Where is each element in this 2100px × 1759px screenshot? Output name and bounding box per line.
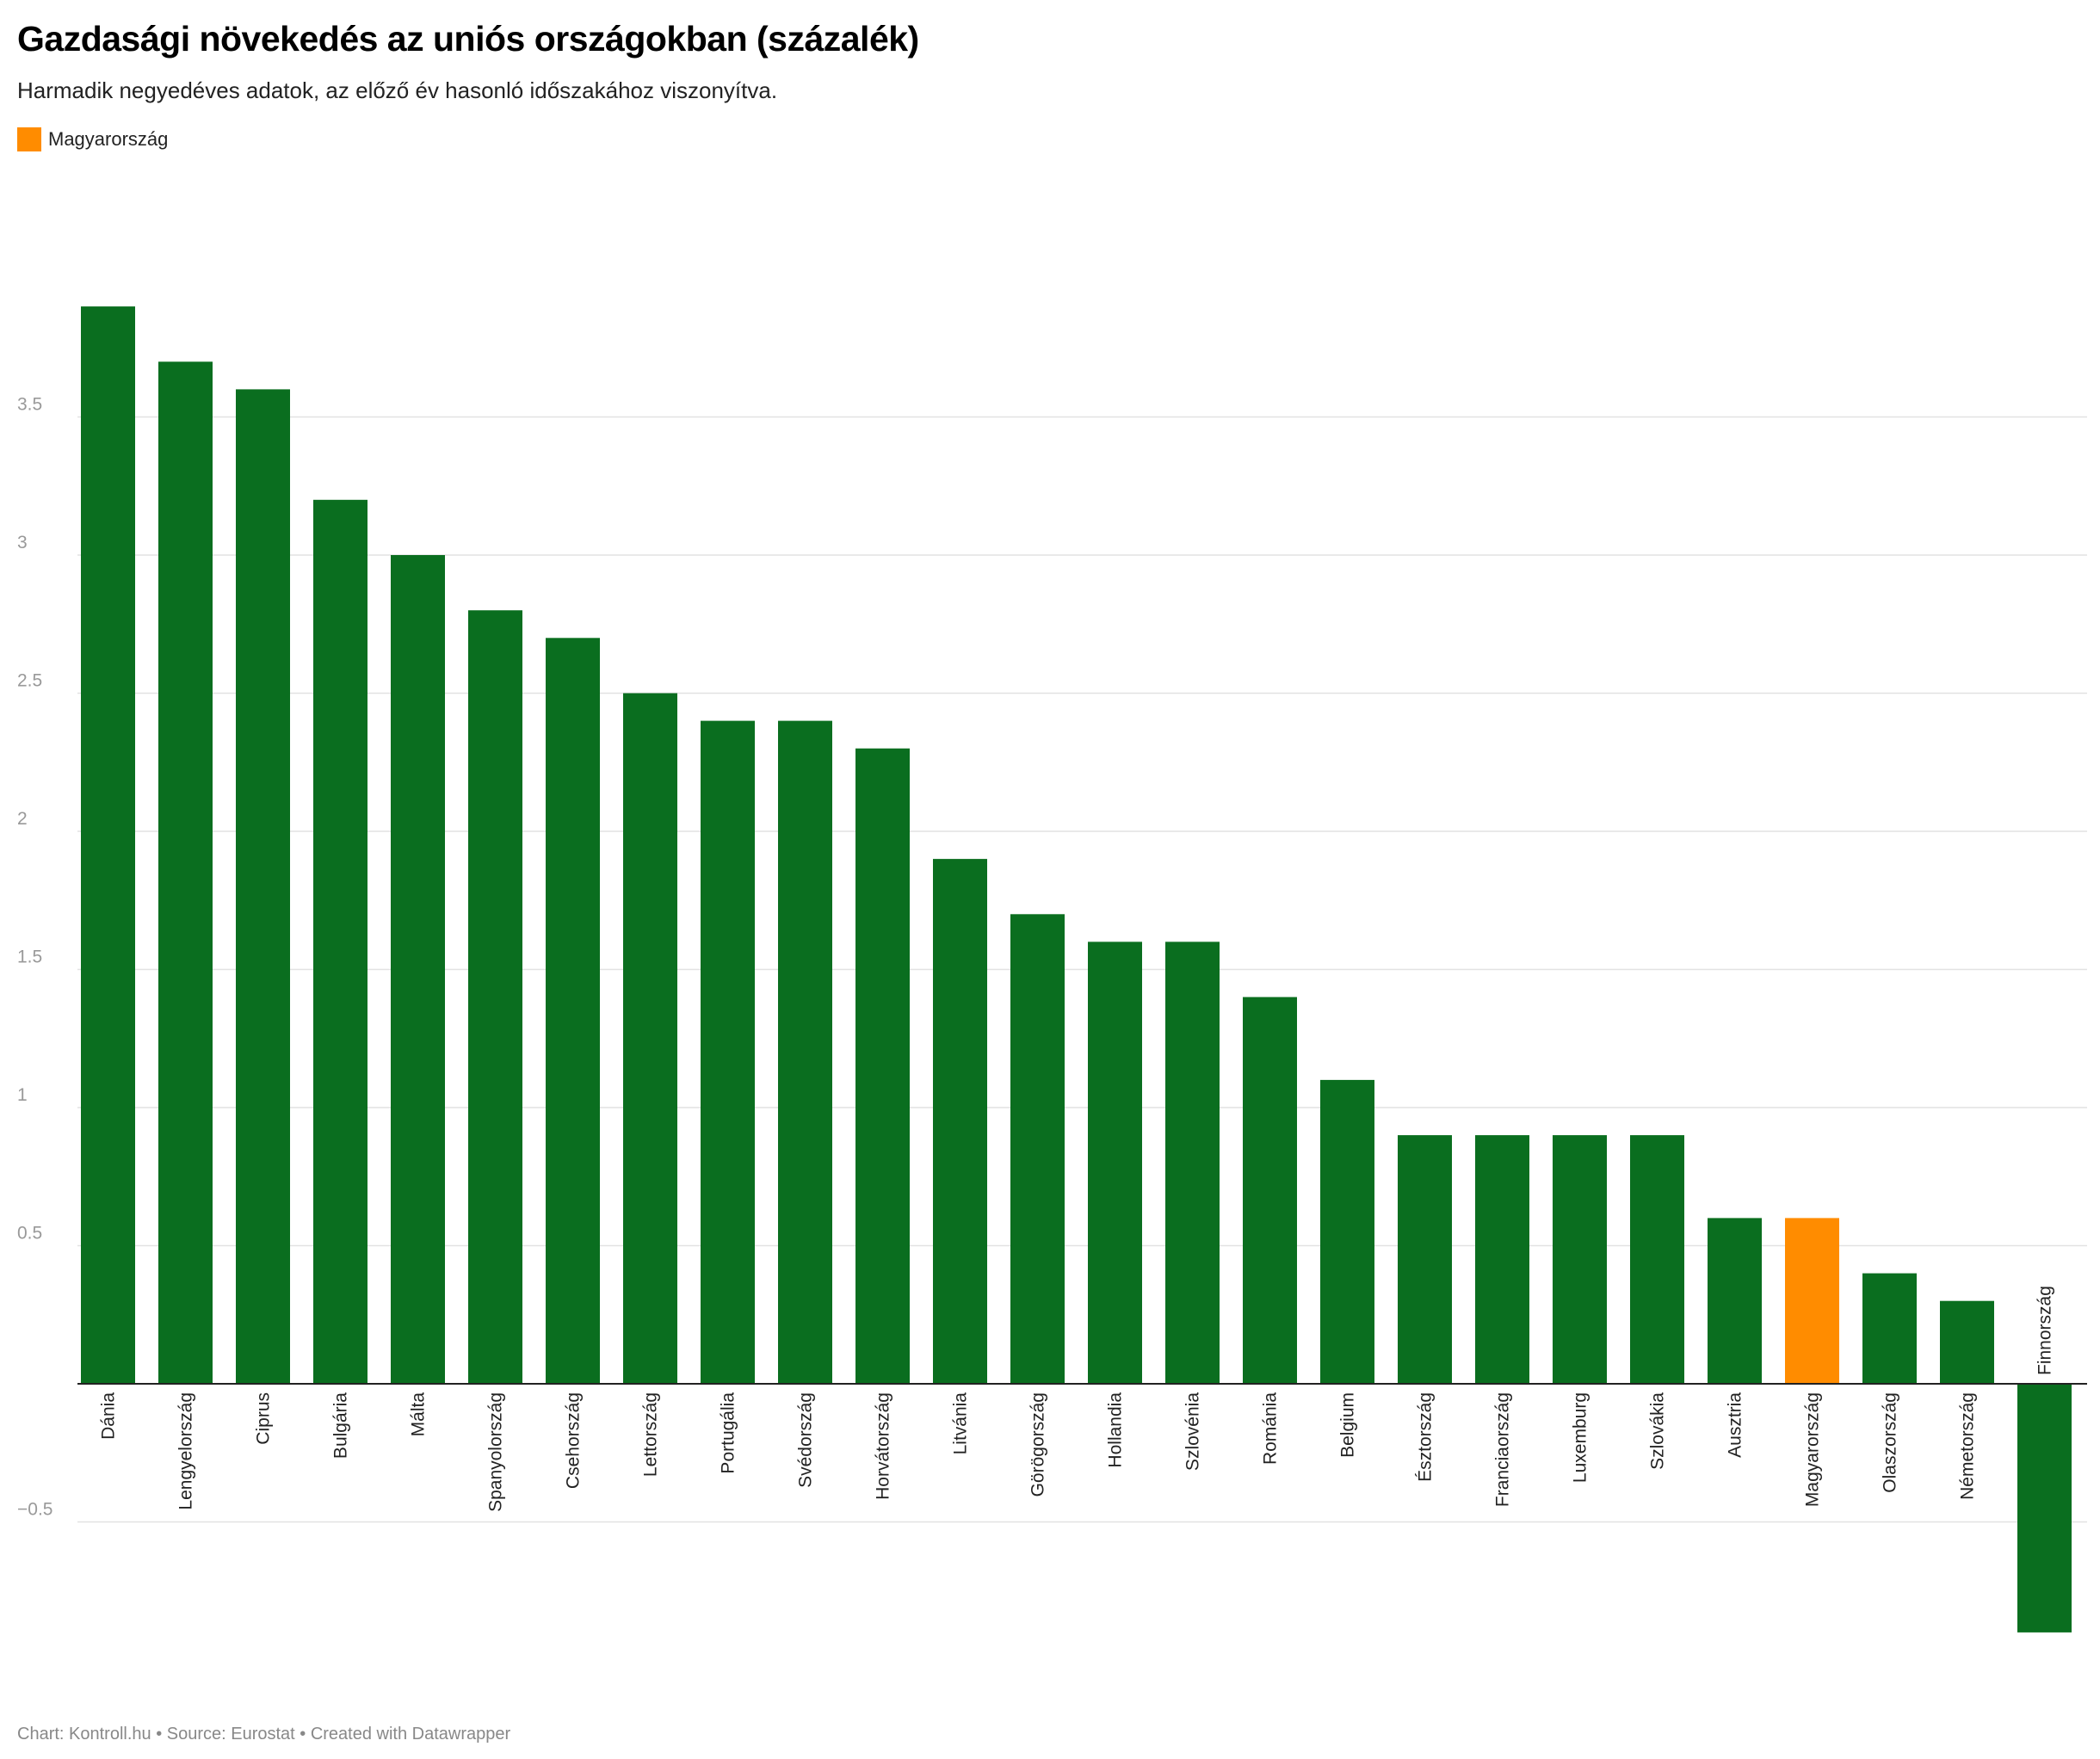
bar <box>158 361 213 1384</box>
bar <box>81 306 135 1385</box>
bar <box>933 859 987 1384</box>
x-tick-label: Észtország <box>1416 1392 1436 1482</box>
y-tick-label: −0.5 <box>17 1500 52 1520</box>
x-tick-label: Németország <box>1958 1392 1978 1500</box>
x-tick-label: Horvátország <box>874 1392 893 1500</box>
bar <box>2017 1384 2072 1632</box>
bar <box>546 638 600 1384</box>
x-tick-label: Ciprus <box>254 1392 274 1445</box>
x-tick-label: Szlovákia <box>1648 1392 1668 1470</box>
x-tick-label: Finnország <box>2035 1286 2055 1375</box>
x-tick-label: Svédország <box>796 1392 816 1488</box>
bar <box>1630 1135 1684 1384</box>
bar <box>1243 997 1297 1384</box>
y-tick-label: 3 <box>17 533 28 552</box>
x-tick-label: Bulgária <box>331 1392 351 1459</box>
legend-swatch <box>17 127 41 151</box>
y-tick-label: 3.5 <box>17 395 42 415</box>
x-tick-label: Málta <box>409 1392 429 1437</box>
bar <box>1708 1218 1762 1384</box>
bar <box>701 720 755 1384</box>
x-tick-label: Görögország <box>1028 1392 1048 1497</box>
y-tick-label: 1.5 <box>17 947 42 967</box>
bar <box>1398 1135 1452 1384</box>
bar <box>855 748 910 1384</box>
x-tick-label: Portugália <box>719 1392 738 1474</box>
x-tick-label: Magyarország <box>1803 1392 1823 1507</box>
x-tick-label: Franciaország <box>1493 1392 1513 1507</box>
x-tick-label: Dánia <box>99 1392 119 1440</box>
bar <box>1165 941 1220 1384</box>
x-tick-label: Belgium <box>1338 1392 1358 1458</box>
bar <box>1475 1135 1529 1384</box>
bar <box>1010 914 1065 1384</box>
y-tick-label: 2 <box>17 809 28 829</box>
chart-subtitle: Harmadik negyedéves adatok, az előző év … <box>17 77 778 103</box>
x-tick-label: Románia <box>1261 1392 1281 1465</box>
x-tick-label: Ausztria <box>1726 1392 1745 1458</box>
x-tick-label: Szlovénia <box>1183 1392 1203 1471</box>
legend-label: Magyarország <box>48 128 169 150</box>
bar <box>1862 1273 1917 1384</box>
x-tick-label: Spanyolország <box>486 1392 506 1512</box>
x-tick-label: Olaszország <box>1881 1392 1900 1493</box>
bar <box>778 720 832 1384</box>
bar <box>1940 1300 1994 1384</box>
bar <box>1785 1218 1839 1384</box>
x-tick-label: Hollandia <box>1106 1392 1126 1468</box>
chart-footer: Chart: Kontroll.hu • Source: Eurostat • … <box>17 1725 511 1744</box>
y-tick-label: 1 <box>17 1085 28 1105</box>
y-tick-label: 0.5 <box>17 1224 42 1244</box>
x-tick-label: Lengyelország <box>176 1392 196 1510</box>
chart-title: Gazdasági növekedés az uniós országokban… <box>17 19 919 59</box>
bar <box>1320 1079 1374 1384</box>
legend: Magyarország <box>17 127 168 151</box>
bar <box>236 389 290 1384</box>
bar <box>391 555 445 1384</box>
bar <box>468 610 522 1384</box>
bar <box>623 693 677 1384</box>
x-tick-label: Csehország <box>564 1392 584 1489</box>
bar <box>1088 941 1142 1384</box>
bar <box>1553 1135 1607 1384</box>
bar <box>313 499 368 1384</box>
x-tick-label: Litvánia <box>951 1392 971 1455</box>
y-tick-label: 2.5 <box>17 671 42 691</box>
x-tick-label: Lettország <box>641 1392 661 1477</box>
x-tick-label: Luxemburg <box>1571 1392 1590 1483</box>
